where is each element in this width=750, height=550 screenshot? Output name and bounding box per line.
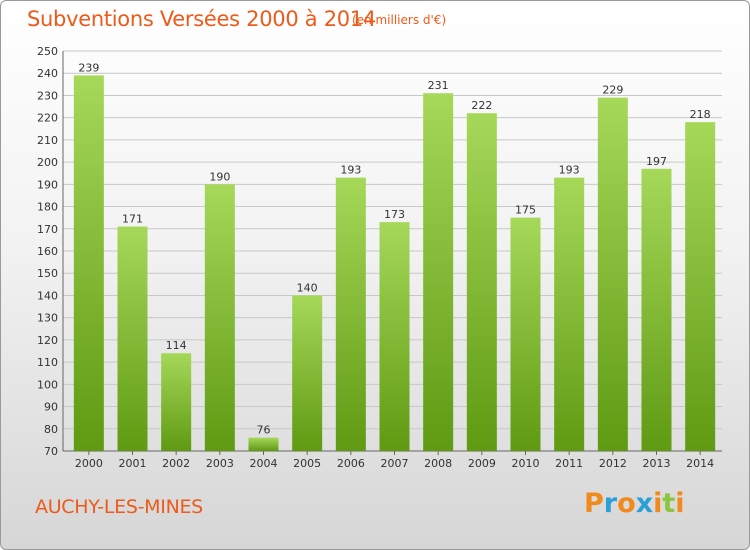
data-label: 193 xyxy=(559,164,580,177)
data-label: 76 xyxy=(257,424,271,437)
y-tick-label: 140 xyxy=(37,289,58,302)
bar xyxy=(204,184,235,452)
x-tick-label: 2007 xyxy=(381,457,409,470)
bar xyxy=(466,113,497,451)
data-label: 222 xyxy=(471,99,492,112)
y-tick-label: 110 xyxy=(37,356,58,369)
x-tick-label: 2013 xyxy=(643,457,671,470)
y-tick-label: 210 xyxy=(37,134,58,147)
proxiti-logo: Proxiti xyxy=(584,488,685,519)
data-label: 193 xyxy=(340,164,361,177)
data-label: 175 xyxy=(515,204,536,217)
y-tick-label: 170 xyxy=(37,223,58,236)
y-tick-label: 250 xyxy=(37,45,58,58)
data-label: 114 xyxy=(166,339,187,352)
data-label: 229 xyxy=(602,84,623,97)
data-label: 239 xyxy=(78,61,99,74)
x-tick-labels: 2000 2001 2002 2003 2004 2005 2006 2007 2008 2009… xyxy=(75,457,714,470)
bars xyxy=(73,75,716,452)
bar xyxy=(379,222,410,451)
commune-name: AUCHY-LES-MINES xyxy=(35,496,203,518)
bar xyxy=(554,177,585,451)
bar xyxy=(510,217,541,451)
x-tick-label: 2004 xyxy=(250,457,278,470)
x-tick-label: 2009 xyxy=(468,457,496,470)
y-tick-label: 200 xyxy=(37,156,58,169)
y-tick-label: 90 xyxy=(44,401,58,414)
bar xyxy=(685,122,716,451)
x-tick-label: 2001 xyxy=(119,457,147,470)
bar xyxy=(161,353,192,451)
data-label: 190 xyxy=(209,170,230,183)
x-tick-label: 2006 xyxy=(337,457,365,470)
x-tick-label: 2003 xyxy=(206,457,234,470)
y-tick-label: 80 xyxy=(44,423,58,436)
x-tick-label: 2008 xyxy=(424,457,452,470)
bar xyxy=(248,437,279,451)
y-tick-label: 240 xyxy=(37,67,58,80)
bar xyxy=(73,75,104,451)
data-label: 218 xyxy=(690,108,711,121)
chart-title: Subventions Versées 2000 à 2014 xyxy=(27,7,376,31)
logo-letter: r xyxy=(603,488,618,519)
logo-letter: i xyxy=(675,488,685,519)
x-tick-label: 2010 xyxy=(512,457,540,470)
y-tick-label: 120 xyxy=(37,334,58,347)
x-tick-label: 2012 xyxy=(599,457,627,470)
bar xyxy=(641,168,672,451)
y-tick-label: 130 xyxy=(37,312,58,325)
y-tick-label: 220 xyxy=(37,112,58,125)
x-tick-label: 2002 xyxy=(162,457,190,470)
chart-subtitle: (en milliers d'€) xyxy=(352,13,447,27)
x-tick-label: 2005 xyxy=(293,457,321,470)
y-tick-label: 70 xyxy=(44,445,58,458)
data-labels: 239 171 114 190 76 140 193 173 231 222 175 193 229 19… xyxy=(78,61,710,436)
bar xyxy=(292,295,323,451)
bar xyxy=(597,97,628,452)
bar xyxy=(117,226,148,451)
y-tick-label: 150 xyxy=(37,267,58,280)
logo-letter: P xyxy=(584,488,604,519)
data-label: 197 xyxy=(646,155,667,168)
y-tick-label: 180 xyxy=(37,201,58,214)
logo-letter: t xyxy=(662,488,676,519)
data-label: 171 xyxy=(122,213,143,226)
bar xyxy=(423,93,454,451)
y-tick-label: 160 xyxy=(37,245,58,258)
logo-letter: i xyxy=(653,488,663,519)
logo-letter: x xyxy=(635,488,654,519)
bar xyxy=(335,177,366,451)
x-tick-label: 2011 xyxy=(555,457,583,470)
y-tick-label: 190 xyxy=(37,178,58,191)
logo-letter: o xyxy=(617,488,636,519)
data-label: 173 xyxy=(384,208,405,221)
x-tick-label: 2000 xyxy=(75,457,103,470)
y-tick-labels: 70 80 90 100 110 120 130 140 150 160 170 180 190 200 2… xyxy=(37,45,58,458)
data-label: 231 xyxy=(428,79,449,92)
y-tick-label: 230 xyxy=(37,89,58,102)
x-tick-label: 2014 xyxy=(686,457,714,470)
data-label: 140 xyxy=(297,281,318,294)
y-tick-label: 100 xyxy=(37,378,58,391)
